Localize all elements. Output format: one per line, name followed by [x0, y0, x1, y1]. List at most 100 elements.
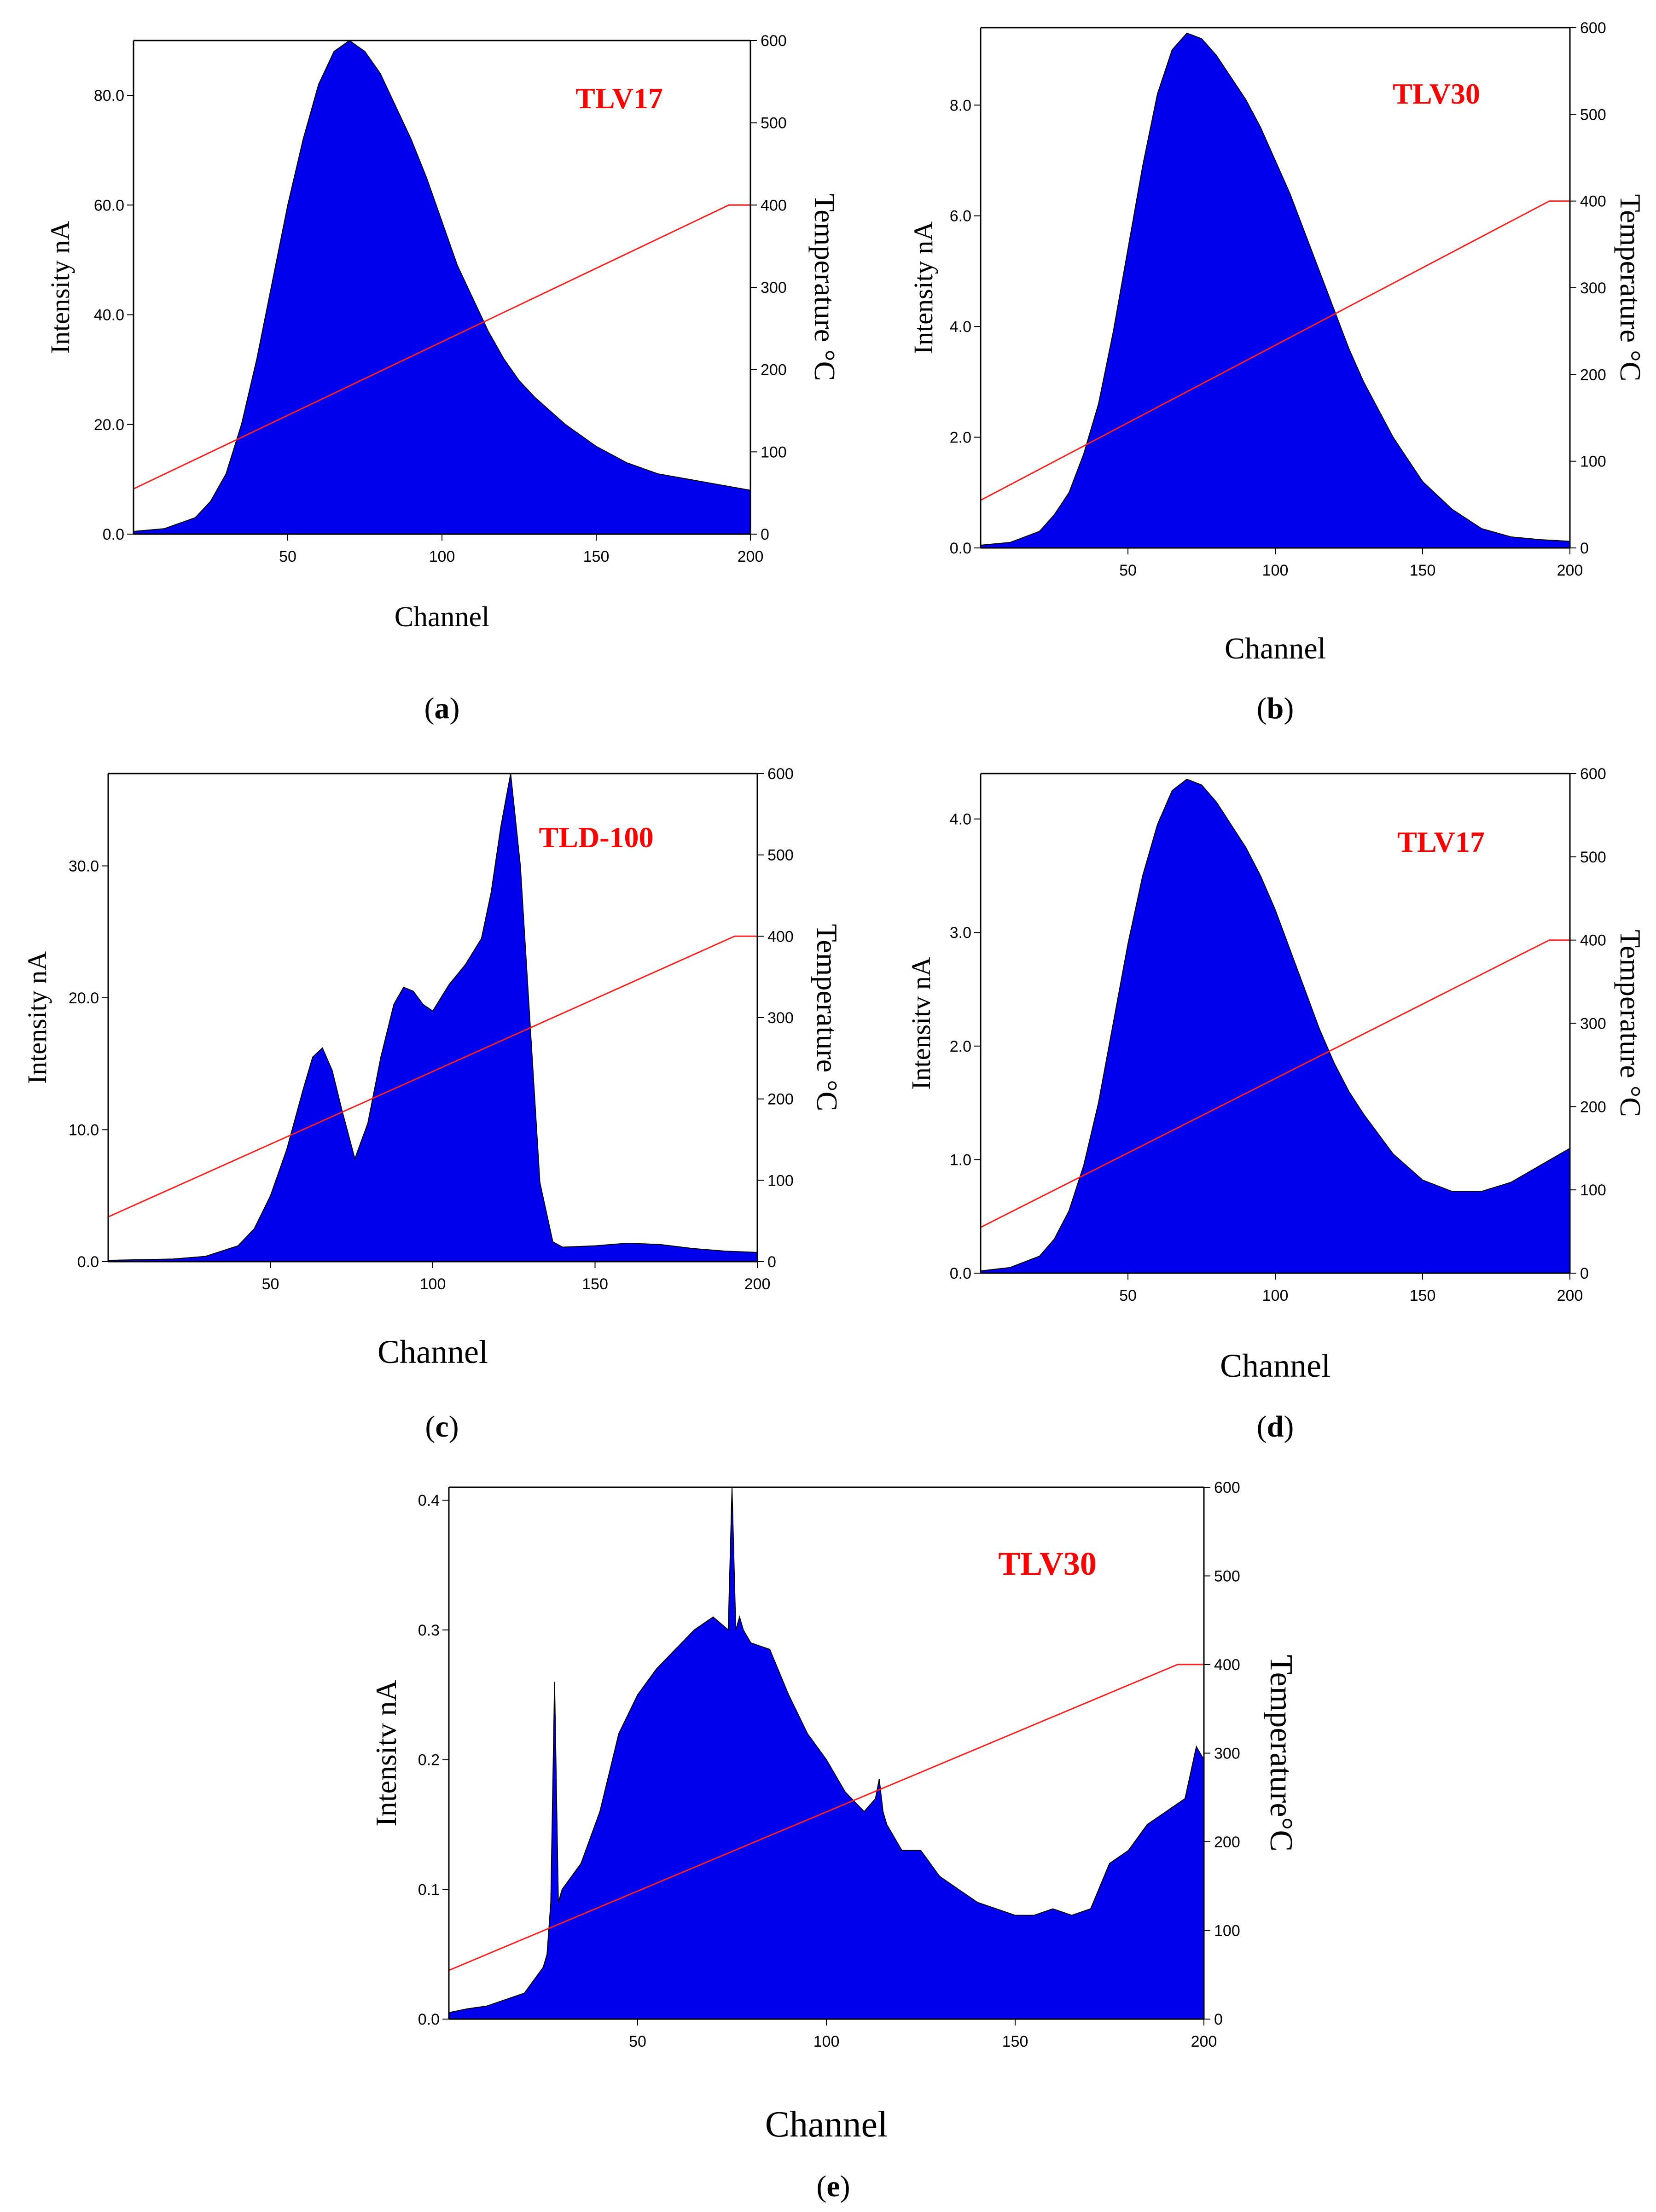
y2-tick-label: 600	[1580, 765, 1606, 783]
x-tick-label: 150	[1410, 1287, 1436, 1304]
x-tick-label: 50	[629, 2033, 646, 2050]
caption-paren-close: )	[1284, 692, 1294, 725]
x-axis-label: Channel	[1220, 1347, 1331, 1384]
caption-paren-close: )	[840, 2170, 850, 2203]
y2-tick-label: 500	[761, 115, 787, 132]
x-tick-label: 150	[582, 1275, 608, 1293]
chart-panel-b: 50 100 150 200 0.0 2.0 4.0 6.0 8.0 0 100 200 300 400 5…	[908, 19, 1647, 725]
y-axis-label: Intensity nA	[22, 951, 52, 1084]
caption-letter: e	[826, 2170, 840, 2203]
y2-tick-label: 100	[1580, 1182, 1606, 1199]
temperature-line	[448, 1664, 1204, 1971]
y2-tick-label: 100	[767, 1172, 794, 1189]
x-tick-label: 50	[1119, 1287, 1137, 1304]
y2-tick-label: 0	[767, 1253, 776, 1271]
y2-tick-label: 400	[1580, 193, 1606, 210]
x-tick-label: 200	[1557, 1287, 1583, 1304]
caption-paren-close: )	[449, 1410, 459, 1444]
sample-label: TLV17	[1397, 826, 1485, 858]
y2-tick-label: 400	[767, 928, 794, 945]
y-tick-label: 0.4	[418, 1492, 440, 1509]
x-tick-label: 100	[1262, 562, 1289, 579]
y2-tick-label: 0	[1580, 1265, 1589, 1282]
caption-paren-close: )	[1284, 1410, 1294, 1444]
y2-tick-label: 200	[1214, 1834, 1240, 1851]
y-axis-label: Intensitv nA	[906, 957, 936, 1089]
caption-paren-close: )	[450, 692, 460, 725]
y2-tick-label: 200	[761, 361, 787, 379]
x-axis-label: Channel	[378, 1333, 488, 1370]
y2-tick-label: 0	[1580, 540, 1589, 557]
sample-label: TLV30	[998, 1545, 1096, 1582]
y2-tick-label: 400	[1580, 932, 1606, 949]
y2-tick-label: 300	[767, 1009, 794, 1027]
caption-letter: c	[435, 1410, 448, 1444]
y-tick-label: 30.0	[69, 858, 99, 875]
chart-panel-a: 50 100 150 200 0.0 20.0 40.0 60.0 80.0 0 100 200 300…	[45, 32, 841, 725]
y2-tick-label: 0	[1214, 2011, 1223, 2028]
panel-caption: (c)	[425, 1410, 459, 1444]
y2-tick-label: 200	[767, 1091, 794, 1108]
y-tick-label: 0.0	[950, 540, 971, 557]
temperature-line	[980, 200, 1570, 501]
y2-tick-label: 600	[1214, 1479, 1240, 1496]
temperature-line	[108, 935, 757, 1218]
y2-tick-label: 500	[1214, 1568, 1240, 1585]
y2-tick-label: 200	[1580, 366, 1606, 384]
y2-tick-label: 300	[1214, 1745, 1240, 1763]
caption-letter: d	[1267, 1410, 1284, 1444]
caption-paren-open: (	[816, 2170, 826, 2203]
y2-axis-label: Temperature °C	[808, 194, 841, 381]
y-tick-label: 4.0	[950, 318, 971, 336]
x-tick-label: 50	[262, 1275, 279, 1293]
intensity-area	[108, 773, 758, 1262]
x-tick-label: 50	[1119, 562, 1137, 579]
intensity-area	[448, 1487, 1204, 2020]
panel-caption: (d)	[1257, 1410, 1294, 1444]
sample-label: TLV30	[1393, 77, 1480, 110]
temperature-line	[133, 204, 750, 490]
y2-tick-label: 400	[761, 197, 787, 214]
panel-caption: (a)	[424, 692, 460, 725]
chart-panel-d: 50 100 150 200 0.0 1.0 2.0 3.0 4.0 0 100 200 300 400 5…	[906, 765, 1647, 1444]
y-tick-label: 0.0	[418, 2011, 440, 2028]
y2-tick-label: 600	[761, 32, 787, 50]
y-tick-label: 8.0	[950, 97, 971, 114]
x-tick-label: 200	[1191, 2033, 1217, 2050]
y-tick-label: 20.0	[94, 416, 124, 434]
y-tick-label: 0.0	[77, 1253, 99, 1271]
x-tick-label: 100	[813, 2033, 840, 2050]
x-tick-label: 200	[1557, 562, 1583, 579]
y2-tick-label: 100	[1214, 1922, 1240, 1940]
y-tick-label: 4.0	[950, 811, 971, 828]
x-tick-label: 150	[1410, 562, 1436, 579]
y-tick-label: 10.0	[69, 1122, 99, 1139]
y2-tick-label: 200	[1580, 1098, 1606, 1116]
y2-tick-label: 100	[1580, 453, 1606, 471]
x-tick-label: 150	[1002, 2033, 1028, 2050]
caption-paren-open: (	[1257, 692, 1267, 725]
x-tick-label: 100	[420, 1275, 446, 1293]
caption-paren-open: (	[1257, 1410, 1267, 1444]
y2-tick-label: 100	[761, 443, 787, 461]
x-tick-label: 100	[1262, 1287, 1289, 1304]
y-axis-label: Intensitv nA	[370, 1680, 402, 1826]
y2-axis-label: Temperature °C	[1614, 194, 1647, 382]
y2-tick-label: 600	[1580, 19, 1606, 37]
chart-panel-e: 50 100 150 200 0.0 0.1 0.2 0.3 0.4 0 100 200 300 400 5…	[370, 1479, 1299, 2203]
intensity-area	[980, 779, 1570, 1274]
panel-caption: (b)	[1257, 692, 1294, 725]
y-tick-label: 1.0	[950, 1151, 971, 1169]
x-axis-label: Channel	[765, 2104, 888, 2145]
y-tick-label: 2.0	[950, 1038, 971, 1055]
y-tick-label: 20.0	[69, 990, 99, 1007]
x-tick-label: 200	[744, 1275, 771, 1293]
y-tick-label: 2.0	[950, 429, 971, 447]
y2-axis-label: Temperature °C	[1614, 930, 1647, 1117]
y2-tick-label: 300	[1580, 1015, 1606, 1033]
y-axis-label: Intensity nA	[908, 221, 938, 354]
y-tick-label: 0.0	[950, 1265, 971, 1282]
y-axis-label: Intensity nA	[45, 221, 75, 354]
caption-letter: a	[435, 692, 450, 725]
x-axis-label: Channel	[395, 601, 490, 633]
